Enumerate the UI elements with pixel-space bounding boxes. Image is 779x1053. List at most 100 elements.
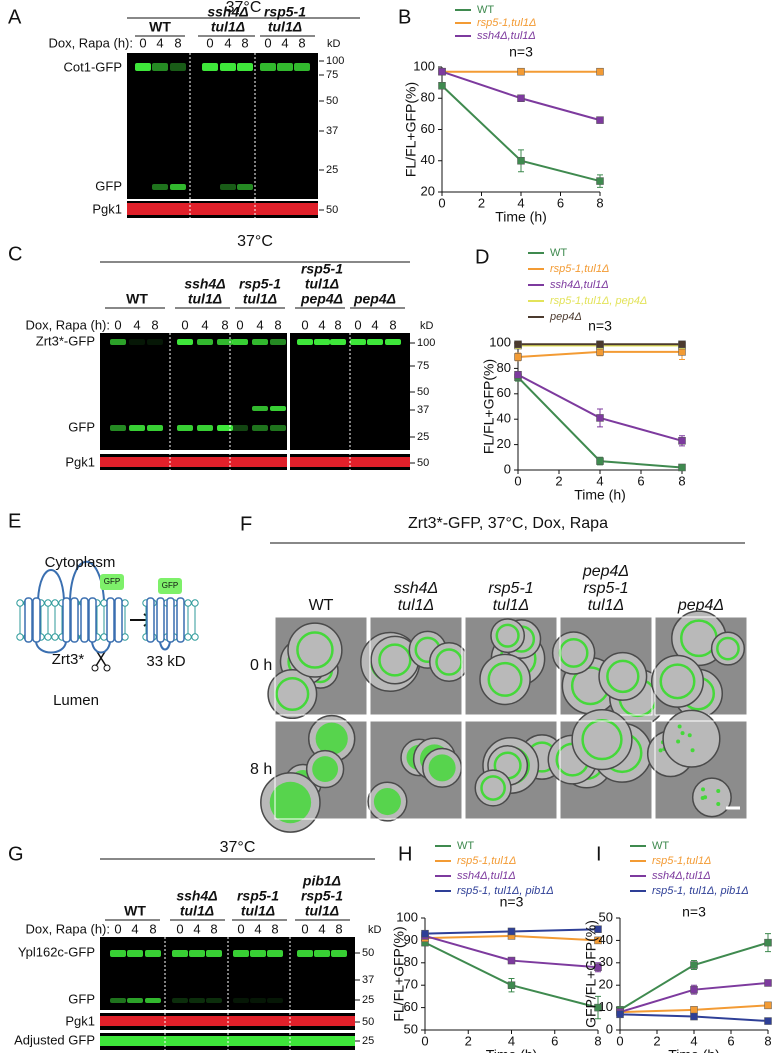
gfp-band <box>330 339 346 345</box>
gfp-band <box>270 406 286 411</box>
cell <box>650 654 705 708</box>
helix <box>24 597 33 643</box>
vacuole-lumen <box>312 756 339 782</box>
gfp-band <box>189 998 205 1003</box>
band-label: Ypl162c-GFP <box>18 944 95 959</box>
column-label: ssh4Δ <box>394 580 439 597</box>
band-label: Pgk1 <box>92 201 122 216</box>
data-point <box>690 1006 698 1014</box>
gfp-band <box>232 425 248 431</box>
data-point <box>514 371 522 379</box>
scissors <box>103 664 111 672</box>
cell <box>571 708 633 771</box>
lipid-head <box>44 599 52 607</box>
legend-label: rsp5-1,tul1Δ <box>652 855 711 867</box>
panel-letter: C <box>8 243 22 265</box>
data-point <box>764 1001 772 1010</box>
strain-label: ssh4Δ <box>207 4 248 20</box>
protein-label: Zrt3* <box>52 651 85 668</box>
data-point <box>517 94 525 102</box>
marker-label: 37 <box>326 125 338 137</box>
x-tick-label: 6 <box>637 473 644 488</box>
cell <box>479 653 531 706</box>
x-tick-label: 2 <box>478 195 485 210</box>
gfp-band <box>314 339 330 345</box>
band-label: Adjusted GFP <box>14 1032 95 1047</box>
puncta <box>690 748 695 753</box>
lipid-head <box>191 633 199 641</box>
y-tick-label: 40 <box>421 152 435 167</box>
gfp-band <box>252 339 268 345</box>
marker-label: 25 <box>362 1035 374 1047</box>
chart-title: n=3 <box>500 894 524 910</box>
data-point <box>438 82 446 90</box>
strain-label: ssh4Δ <box>176 888 217 904</box>
chart-title: n=3 <box>588 318 612 334</box>
strain-label: rsp5-1 <box>237 888 279 904</box>
lane-label: 0 <box>301 921 308 936</box>
x-tick-label: 8 <box>764 1033 771 1048</box>
temperature: 37°C <box>220 839 256 856</box>
gfp-band <box>277 63 293 71</box>
panel-letter: D <box>475 246 489 268</box>
legend-label: WT <box>550 247 567 259</box>
vacuole-membrane <box>275 677 310 712</box>
micrograph-frame <box>369 616 463 716</box>
gfp-band <box>252 425 268 431</box>
marker-label: 50 <box>417 457 429 469</box>
gfp-band <box>260 63 276 71</box>
kd-label: kD <box>327 38 341 50</box>
marker-label: 25 <box>326 164 338 176</box>
series-line <box>424 941 599 1009</box>
gfp-band <box>127 998 143 1003</box>
gfp-band <box>129 425 145 431</box>
strain-label: WT <box>126 291 148 307</box>
gfp-band <box>267 998 283 1003</box>
x-tick-label: 8 <box>594 1033 601 1048</box>
data-point <box>517 157 525 165</box>
x-axis-label: Time (h) <box>668 1047 720 1053</box>
lane-label: 8 <box>298 35 305 50</box>
lane-label: 0 <box>206 35 213 50</box>
micrograph-frame <box>369 720 463 820</box>
helix <box>166 597 175 643</box>
x-tick-label: 0 <box>514 473 521 488</box>
data-point <box>596 340 604 349</box>
cell <box>287 622 343 678</box>
data-point <box>438 67 446 76</box>
data-point <box>594 1003 602 1012</box>
gfp-band <box>237 184 253 190</box>
lipid-head <box>121 633 129 641</box>
y-axis-label: FL/FL+GFP(%) <box>391 926 407 1021</box>
gfp-band <box>233 998 249 1003</box>
data-point <box>596 67 604 76</box>
strain-label: tul1Δ <box>305 903 339 919</box>
gfp-band <box>110 339 126 345</box>
lane-label: 0 <box>237 921 244 936</box>
lane-label: 4 <box>281 35 288 50</box>
data-point <box>764 979 772 987</box>
gfp-band <box>197 425 213 431</box>
strain-label: pib1Δ <box>302 873 341 889</box>
marker-label: 37 <box>417 404 429 416</box>
vacuole-membrane <box>581 718 623 761</box>
column-label: pep4Δ <box>677 597 724 614</box>
lipid-head <box>100 633 108 641</box>
data-point <box>596 457 604 465</box>
gfp-band <box>385 339 401 345</box>
gfp-band <box>129 339 145 345</box>
marker-label: 50 <box>362 947 374 959</box>
lane-label: 8 <box>335 921 342 936</box>
lane-label: 0 <box>139 35 146 50</box>
blot <box>100 333 287 450</box>
strain-label: pep4Δ <box>353 291 396 307</box>
micrograph-frame <box>654 720 748 820</box>
y-tick-label: 60 <box>404 999 418 1014</box>
chart-title: n=3 <box>682 904 706 920</box>
vacuole-lumen <box>428 754 456 782</box>
data-point <box>596 177 604 185</box>
gfp-band <box>233 950 249 957</box>
cell <box>598 651 648 701</box>
lane-label: 8 <box>151 317 158 332</box>
